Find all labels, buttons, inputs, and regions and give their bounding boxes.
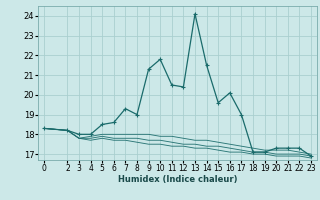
X-axis label: Humidex (Indice chaleur): Humidex (Indice chaleur)	[118, 175, 237, 184]
